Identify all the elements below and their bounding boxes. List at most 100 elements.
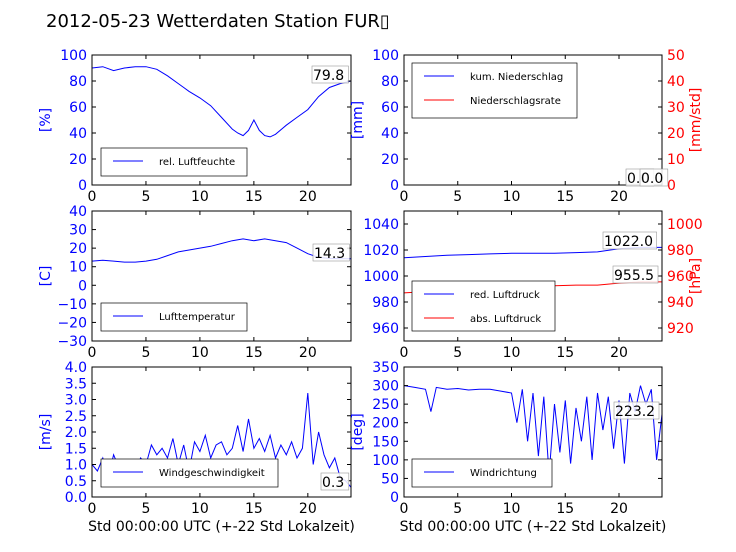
y-tick-label: 0 xyxy=(78,178,87,194)
value-annotation: 223.2 xyxy=(615,404,655,420)
value-annotation-box xyxy=(639,168,669,187)
y-tick-label: 0 xyxy=(390,490,399,506)
y2-tick-label: 30 xyxy=(667,100,685,116)
y-tick-label: 60 xyxy=(381,100,399,116)
x-tick-label: 5 xyxy=(141,501,150,517)
value-annotation: 1022.0 xyxy=(604,234,653,250)
y-tick-label: 40 xyxy=(69,204,87,220)
y-tick-label: 3.5 xyxy=(65,376,87,392)
x-tick-label: 10 xyxy=(191,345,209,361)
plot-frame xyxy=(403,54,663,186)
x-tick-label: 0 xyxy=(400,189,409,205)
y-tick-label: 3.0 xyxy=(65,393,87,409)
y-tick-label: 2.5 xyxy=(65,409,87,425)
y-tick-label: 60 xyxy=(69,100,87,116)
y-tick-label: 20 xyxy=(381,152,399,168)
y2-tick-label: 20 xyxy=(667,126,685,142)
y-axis-label: [C] xyxy=(38,266,54,287)
y-axis-label: [mm] xyxy=(350,101,366,139)
legend-label: Lufttemperatur xyxy=(159,312,236,323)
legend-label: Windrichtung xyxy=(470,468,537,479)
y-tick-label: 30 xyxy=(69,223,87,239)
x-tick-label: 10 xyxy=(503,345,521,361)
y-axis-label: [%] xyxy=(38,108,54,132)
y-tick-label: 300 xyxy=(372,379,399,395)
panel-4: 0 5 10 15 20 960 980 1000 1020 1040 920 940 960 980 10… xyxy=(363,210,704,361)
legend-box xyxy=(100,302,248,332)
x-tick-label: 15 xyxy=(245,501,263,517)
legend-label: Niederschlagsrate xyxy=(470,96,561,107)
x-axis-label: Std 00:00:00 UTC (+-22 Std Lokalzeit) xyxy=(400,519,667,535)
legend-box xyxy=(411,458,553,488)
legend-box xyxy=(411,280,556,332)
y-tick-label: 1000 xyxy=(363,269,399,285)
x-tick-label: 15 xyxy=(245,345,263,361)
y-tick-label: 150 xyxy=(372,434,399,450)
y-tick-label: 0.5 xyxy=(65,474,87,490)
y-tick-label: 2.0 xyxy=(65,425,87,441)
y-tick-label: 200 xyxy=(372,416,399,432)
x-tick-label: 0 xyxy=(88,345,97,361)
series-line-1 xyxy=(92,66,351,138)
x-tick-label: 15 xyxy=(556,345,574,361)
legend-label: abs. Luftdruck xyxy=(470,314,541,325)
x-tick-label: 20 xyxy=(610,189,628,205)
x-tick-label: 5 xyxy=(141,345,150,361)
series-line-1 xyxy=(92,238,351,263)
y-tick-label: 960 xyxy=(372,321,399,337)
value-annotation-box xyxy=(320,472,350,491)
x-tick-label: 10 xyxy=(191,189,209,205)
x-tick-label: 15 xyxy=(245,189,263,205)
x-tick-label: 15 xyxy=(556,501,574,517)
legend-label: red. Luftdruck xyxy=(470,290,540,301)
x-tick-label: 10 xyxy=(191,501,209,517)
y2-axis-label: [mm/std] xyxy=(688,88,704,153)
x-tick-label: 0 xyxy=(88,189,97,205)
y2-tick-label: 940 xyxy=(667,295,694,311)
y-tick-label: 1040 xyxy=(363,217,399,233)
x-tick-label: 0 xyxy=(400,501,409,517)
y2-tick-label: 10 xyxy=(667,152,685,168)
x-tick-label: 10 xyxy=(503,189,521,205)
x-tick-label: 20 xyxy=(299,189,317,205)
y-tick-label: 40 xyxy=(381,126,399,142)
x-tick-label: 20 xyxy=(610,345,628,361)
y-tick-label: 100 xyxy=(372,453,399,469)
panel-3: 0 5 10 15 20 −30 −20 −10 0 10 20 30 40 [C] Lufttempera… xyxy=(38,204,352,361)
y-tick-label: 80 xyxy=(381,74,399,90)
value-annotation-box xyxy=(602,231,657,250)
plot-frame xyxy=(403,366,663,498)
y-tick-label: 1.5 xyxy=(65,441,87,457)
y2-tick-label: 1000 xyxy=(667,217,703,233)
y-tick-label: −10 xyxy=(57,297,87,313)
value-annotation: 79.8 xyxy=(313,68,344,84)
y2-tick-label: 0 xyxy=(667,178,676,194)
panel-1: 0 5 10 15 20 0 20 40 60 80 100 [%] rel. Luftfeuchte 7… xyxy=(38,48,352,205)
y-tick-label: −30 xyxy=(57,334,87,350)
value-annotation-box xyxy=(312,243,350,262)
x-axis-label: Std 00:00:00 UTC (+-22 Std Lokalzeit) xyxy=(88,519,355,535)
y2-tick-label: 960 xyxy=(667,269,694,285)
y-tick-label: 250 xyxy=(372,397,399,413)
x-tick-label: 15 xyxy=(556,189,574,205)
y-tick-label: 0.0 xyxy=(65,490,87,506)
value-annotation: 0.0 xyxy=(641,171,663,187)
x-tick-label: 20 xyxy=(610,501,628,517)
value-annotation: 955.5 xyxy=(614,268,654,284)
y-tick-label: 40 xyxy=(69,126,87,142)
y2-tick-label: 980 xyxy=(667,243,694,259)
y-tick-label: 80 xyxy=(69,74,87,90)
y-tick-label: 0 xyxy=(78,278,87,294)
x-tick-label: 20 xyxy=(299,501,317,517)
y2-axis-label: [hPa] xyxy=(688,258,704,294)
x-tick-label: 5 xyxy=(453,189,462,205)
y-tick-label: 20 xyxy=(69,152,87,168)
y-tick-label: 980 xyxy=(372,295,399,311)
y-tick-label: 4.0 xyxy=(65,360,87,376)
value-annotation: 14.3 xyxy=(314,246,345,262)
y-axis-label: [deg] xyxy=(350,413,366,450)
x-tick-label: 5 xyxy=(453,345,462,361)
y-tick-label: 100 xyxy=(372,48,399,64)
